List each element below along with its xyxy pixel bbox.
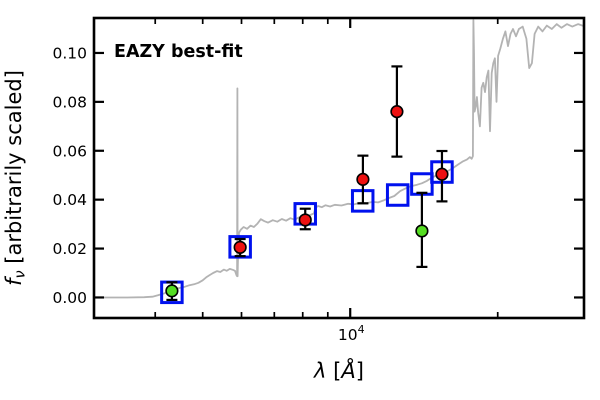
series-layer [94,19,585,305]
y-tick-label: 0.02 [52,240,87,258]
plot-frame [92,16,586,320]
y-tick-label: 0.04 [52,191,87,209]
flagged-photometry-point [165,284,179,298]
y-tick-label: 0.00 [52,289,87,307]
flagged-photometry-point [415,224,429,238]
annotation-eazy-best-fit: EAZY best-fit [114,42,243,62]
observed-photometry-point [233,240,247,254]
y-tick-label: 0.10 [52,44,87,62]
observed-photometry-point [435,167,449,181]
y-tick-label: 0.08 [52,93,87,111]
x-axis-label: λ [Å] [313,357,364,383]
y-tick-labels: 0.00 0.02 0.04 0.06 0.08 0.10 [52,44,87,306]
observed-photometry-point [390,105,404,119]
x-tick-label-1e4: 104 [338,323,365,344]
axes-ticks-layer [95,19,583,317]
y-axis-label: fν [arbitrarily scaled] [2,70,29,286]
y-tick-label: 0.06 [52,142,87,160]
observed-photometry-point [298,213,312,227]
observed-photometry-point [356,172,370,186]
model-photometry-marker [385,183,410,207]
